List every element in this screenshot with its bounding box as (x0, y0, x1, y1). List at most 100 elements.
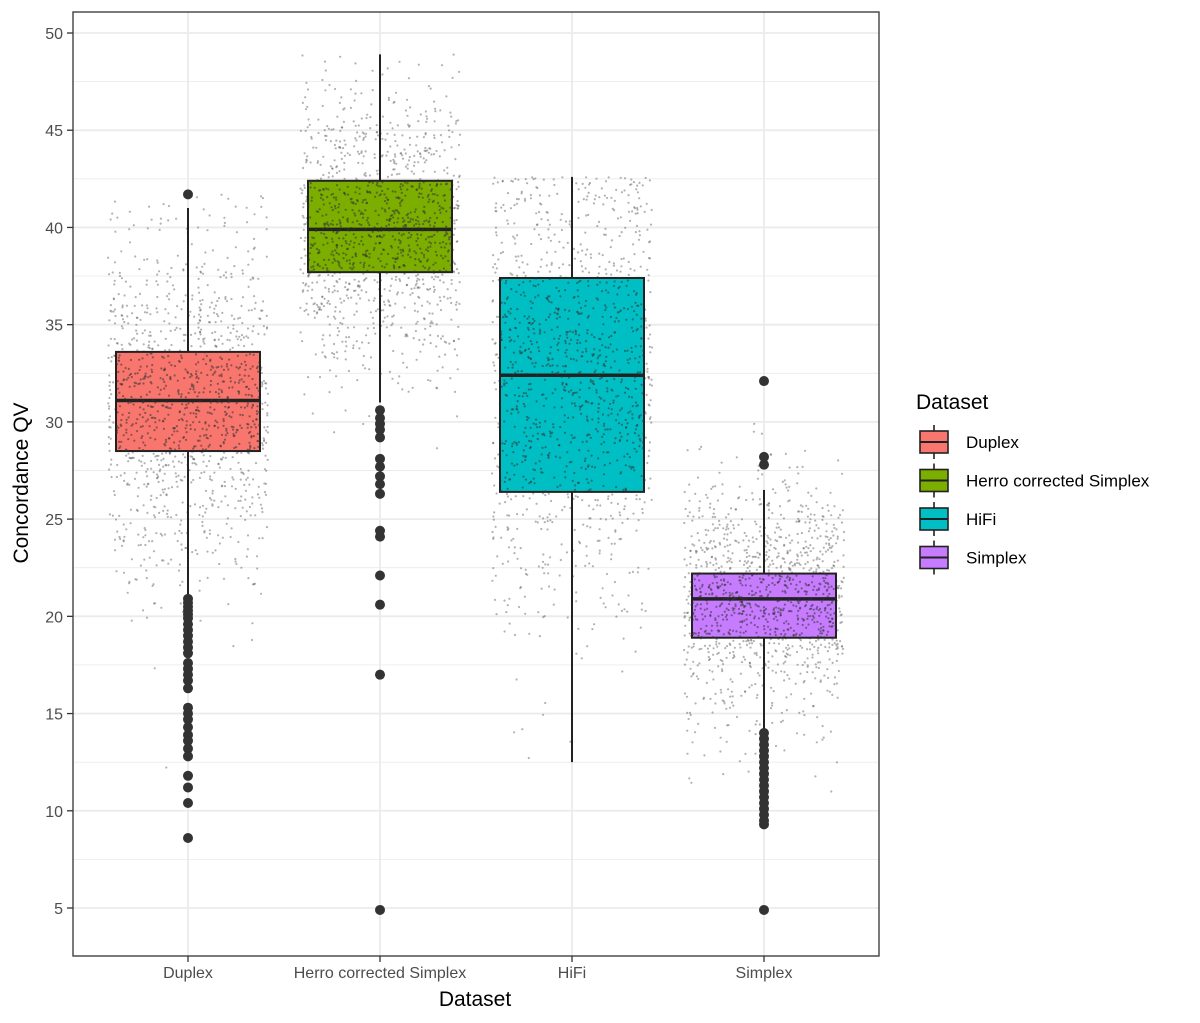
data-point (607, 495, 610, 498)
data-point (564, 289, 567, 292)
data-point (209, 406, 212, 409)
data-point (253, 246, 256, 249)
data-point (356, 379, 359, 382)
data-point (694, 731, 697, 734)
data-point (587, 401, 590, 404)
data-point (406, 98, 409, 101)
data-point (515, 405, 519, 408)
data-point (200, 444, 203, 447)
data-point (696, 476, 700, 479)
data-point (206, 284, 209, 287)
data-point (815, 568, 818, 571)
data-point (784, 633, 787, 636)
data-point (625, 284, 628, 287)
data-point (138, 358, 141, 361)
data-point (180, 461, 183, 464)
data-point (501, 449, 504, 452)
data-point (820, 611, 823, 614)
data-point (361, 227, 364, 230)
legend-item: Herro corrected Simplex (919, 463, 1150, 498)
data-point (307, 118, 310, 121)
data-point (229, 348, 232, 351)
data-point (108, 384, 111, 387)
data-point (588, 271, 591, 274)
data-point (144, 411, 147, 414)
data-point (156, 261, 159, 264)
data-point (265, 255, 268, 258)
data-point (368, 368, 371, 371)
data-point (551, 431, 554, 434)
data-point (638, 197, 641, 200)
data-point (138, 368, 141, 372)
data-point (691, 741, 694, 744)
data-point (423, 149, 426, 152)
data-point (623, 177, 627, 180)
data-point (191, 551, 194, 554)
data-point (733, 611, 736, 615)
data-point (729, 543, 732, 546)
data-point (240, 406, 243, 409)
data-point (177, 390, 180, 393)
data-point (108, 468, 111, 471)
data-point (817, 564, 820, 567)
data-point (127, 367, 130, 370)
data-point (240, 362, 243, 366)
data-point (822, 629, 825, 632)
data-point (731, 552, 734, 555)
data-point (364, 174, 367, 177)
data-point (514, 371, 517, 374)
data-point (504, 440, 507, 443)
data-point (227, 406, 230, 409)
data-point (754, 555, 757, 559)
data-point (304, 222, 307, 226)
data-point (525, 435, 528, 438)
data-point (395, 196, 398, 199)
data-point (340, 244, 343, 247)
data-point (514, 495, 517, 498)
data-point (597, 355, 600, 358)
data-point (824, 581, 827, 585)
data-point (343, 179, 346, 182)
data-point (544, 420, 547, 423)
data-point (141, 425, 144, 428)
data-point (775, 526, 778, 529)
data-point (168, 452, 171, 455)
data-point (809, 518, 812, 521)
data-point (742, 539, 745, 542)
data-point (720, 579, 723, 582)
data-point (640, 317, 643, 320)
data-point (263, 426, 266, 429)
data-point (751, 555, 754, 559)
data-point (418, 260, 422, 263)
data-point (246, 422, 249, 426)
data-point (333, 356, 336, 359)
data-point (412, 172, 416, 175)
data-point (231, 386, 234, 389)
data-point (203, 387, 206, 390)
data-point (823, 636, 826, 639)
data-point (603, 194, 607, 197)
data-point (529, 351, 533, 354)
data-point (338, 310, 342, 313)
data-point (116, 530, 119, 533)
data-point (448, 236, 451, 239)
data-point (408, 250, 411, 253)
data-point (162, 369, 166, 372)
data-point (207, 321, 211, 324)
data-point (235, 452, 238, 455)
data-point (257, 411, 260, 414)
data-point (354, 202, 357, 205)
data-point (547, 456, 550, 459)
data-point (324, 263, 327, 266)
data-point (630, 467, 633, 470)
data-point (441, 257, 445, 260)
data-point (522, 271, 525, 274)
data-point (741, 612, 744, 615)
data-point (381, 189, 384, 193)
data-point (322, 267, 325, 270)
data-point (265, 441, 268, 444)
data-point (242, 336, 245, 339)
data-point (822, 592, 825, 596)
data-point (537, 611, 540, 614)
